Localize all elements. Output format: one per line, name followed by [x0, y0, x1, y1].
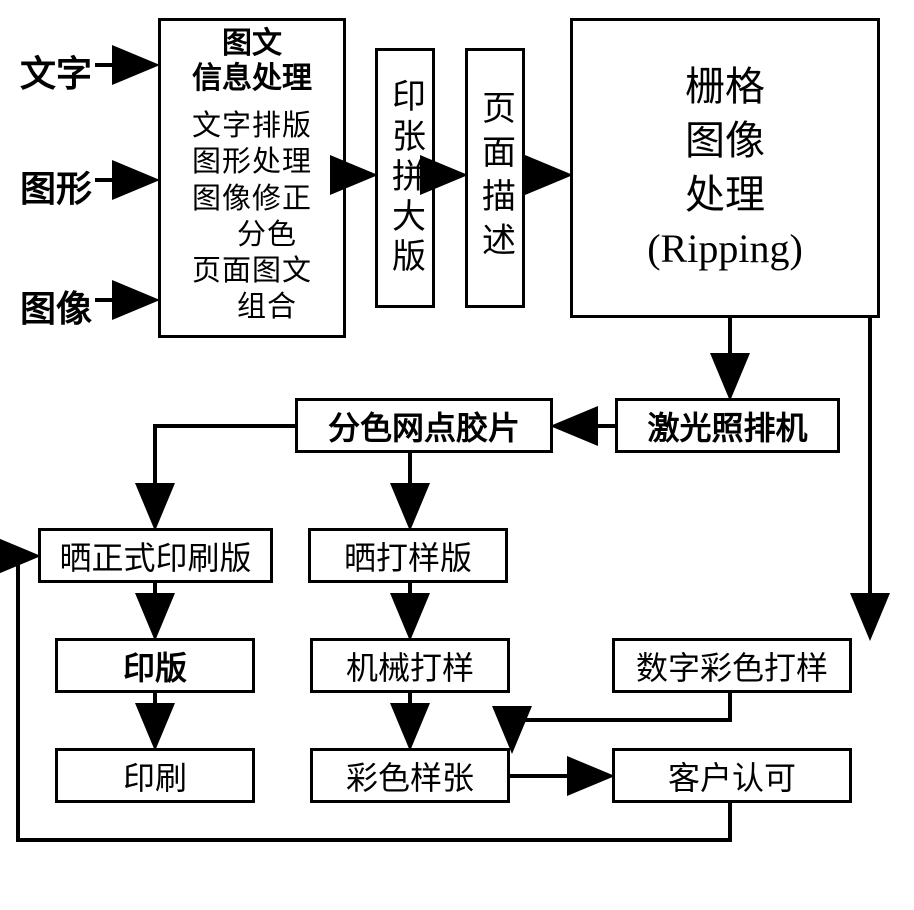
- color-sample-box: 彩色样张: [310, 748, 510, 803]
- color-sample-text: 彩色样张: [346, 753, 474, 799]
- mech-proof-box: 机械打样: [310, 638, 510, 693]
- plate-box: 印版: [55, 638, 255, 693]
- print-text: 印刷: [123, 753, 187, 799]
- plate-proof-text: 晒打样版: [344, 533, 472, 579]
- approval-box: 客户认可: [612, 748, 852, 803]
- ripping-box: 栅格 图像 处理 (Ripping): [570, 18, 880, 318]
- processing-box: 图文 信息处理 文字排版 图形处理 图像修正 分色 页面图文 组合: [158, 18, 346, 338]
- approval-text: 客户认可: [668, 753, 796, 799]
- mech-proof-text: 机械打样: [346, 643, 474, 689]
- plate-text: 印版: [123, 643, 187, 689]
- imposition-box: 印张拼大版: [375, 48, 435, 308]
- film-box: 分色网点胶片: [295, 398, 553, 453]
- plate-proof-box: 晒打样版: [308, 528, 508, 583]
- digital-proof-text: 数字彩色打样: [636, 643, 828, 689]
- processing-title: 图文 信息处理: [192, 27, 312, 96]
- pagedesc-box: 页面描述: [465, 48, 525, 308]
- laser-box: 激光照排机: [615, 398, 840, 453]
- laser-text: 激光照排机: [647, 403, 807, 449]
- film-text: 分色网点胶片: [328, 403, 520, 449]
- print-box: 印刷: [55, 748, 255, 803]
- input-image-label: 图像: [20, 280, 92, 332]
- input-text-label: 文字: [20, 45, 92, 97]
- plate-formal-text: 晒正式印刷版: [59, 533, 251, 579]
- ripping-text: 栅格 图像 处理 (Ripping): [647, 60, 803, 276]
- digital-proof-box: 数字彩色打样: [612, 638, 852, 693]
- processing-items: 文字排版 图形处理 图像修正 分色 页面图文 组合: [192, 108, 312, 326]
- imposition-text: 印张拼大版: [381, 78, 430, 278]
- pagedesc-text: 页面描述: [471, 90, 520, 266]
- plate-formal-box: 晒正式印刷版: [38, 528, 273, 583]
- input-graphic-label: 图形: [20, 160, 92, 212]
